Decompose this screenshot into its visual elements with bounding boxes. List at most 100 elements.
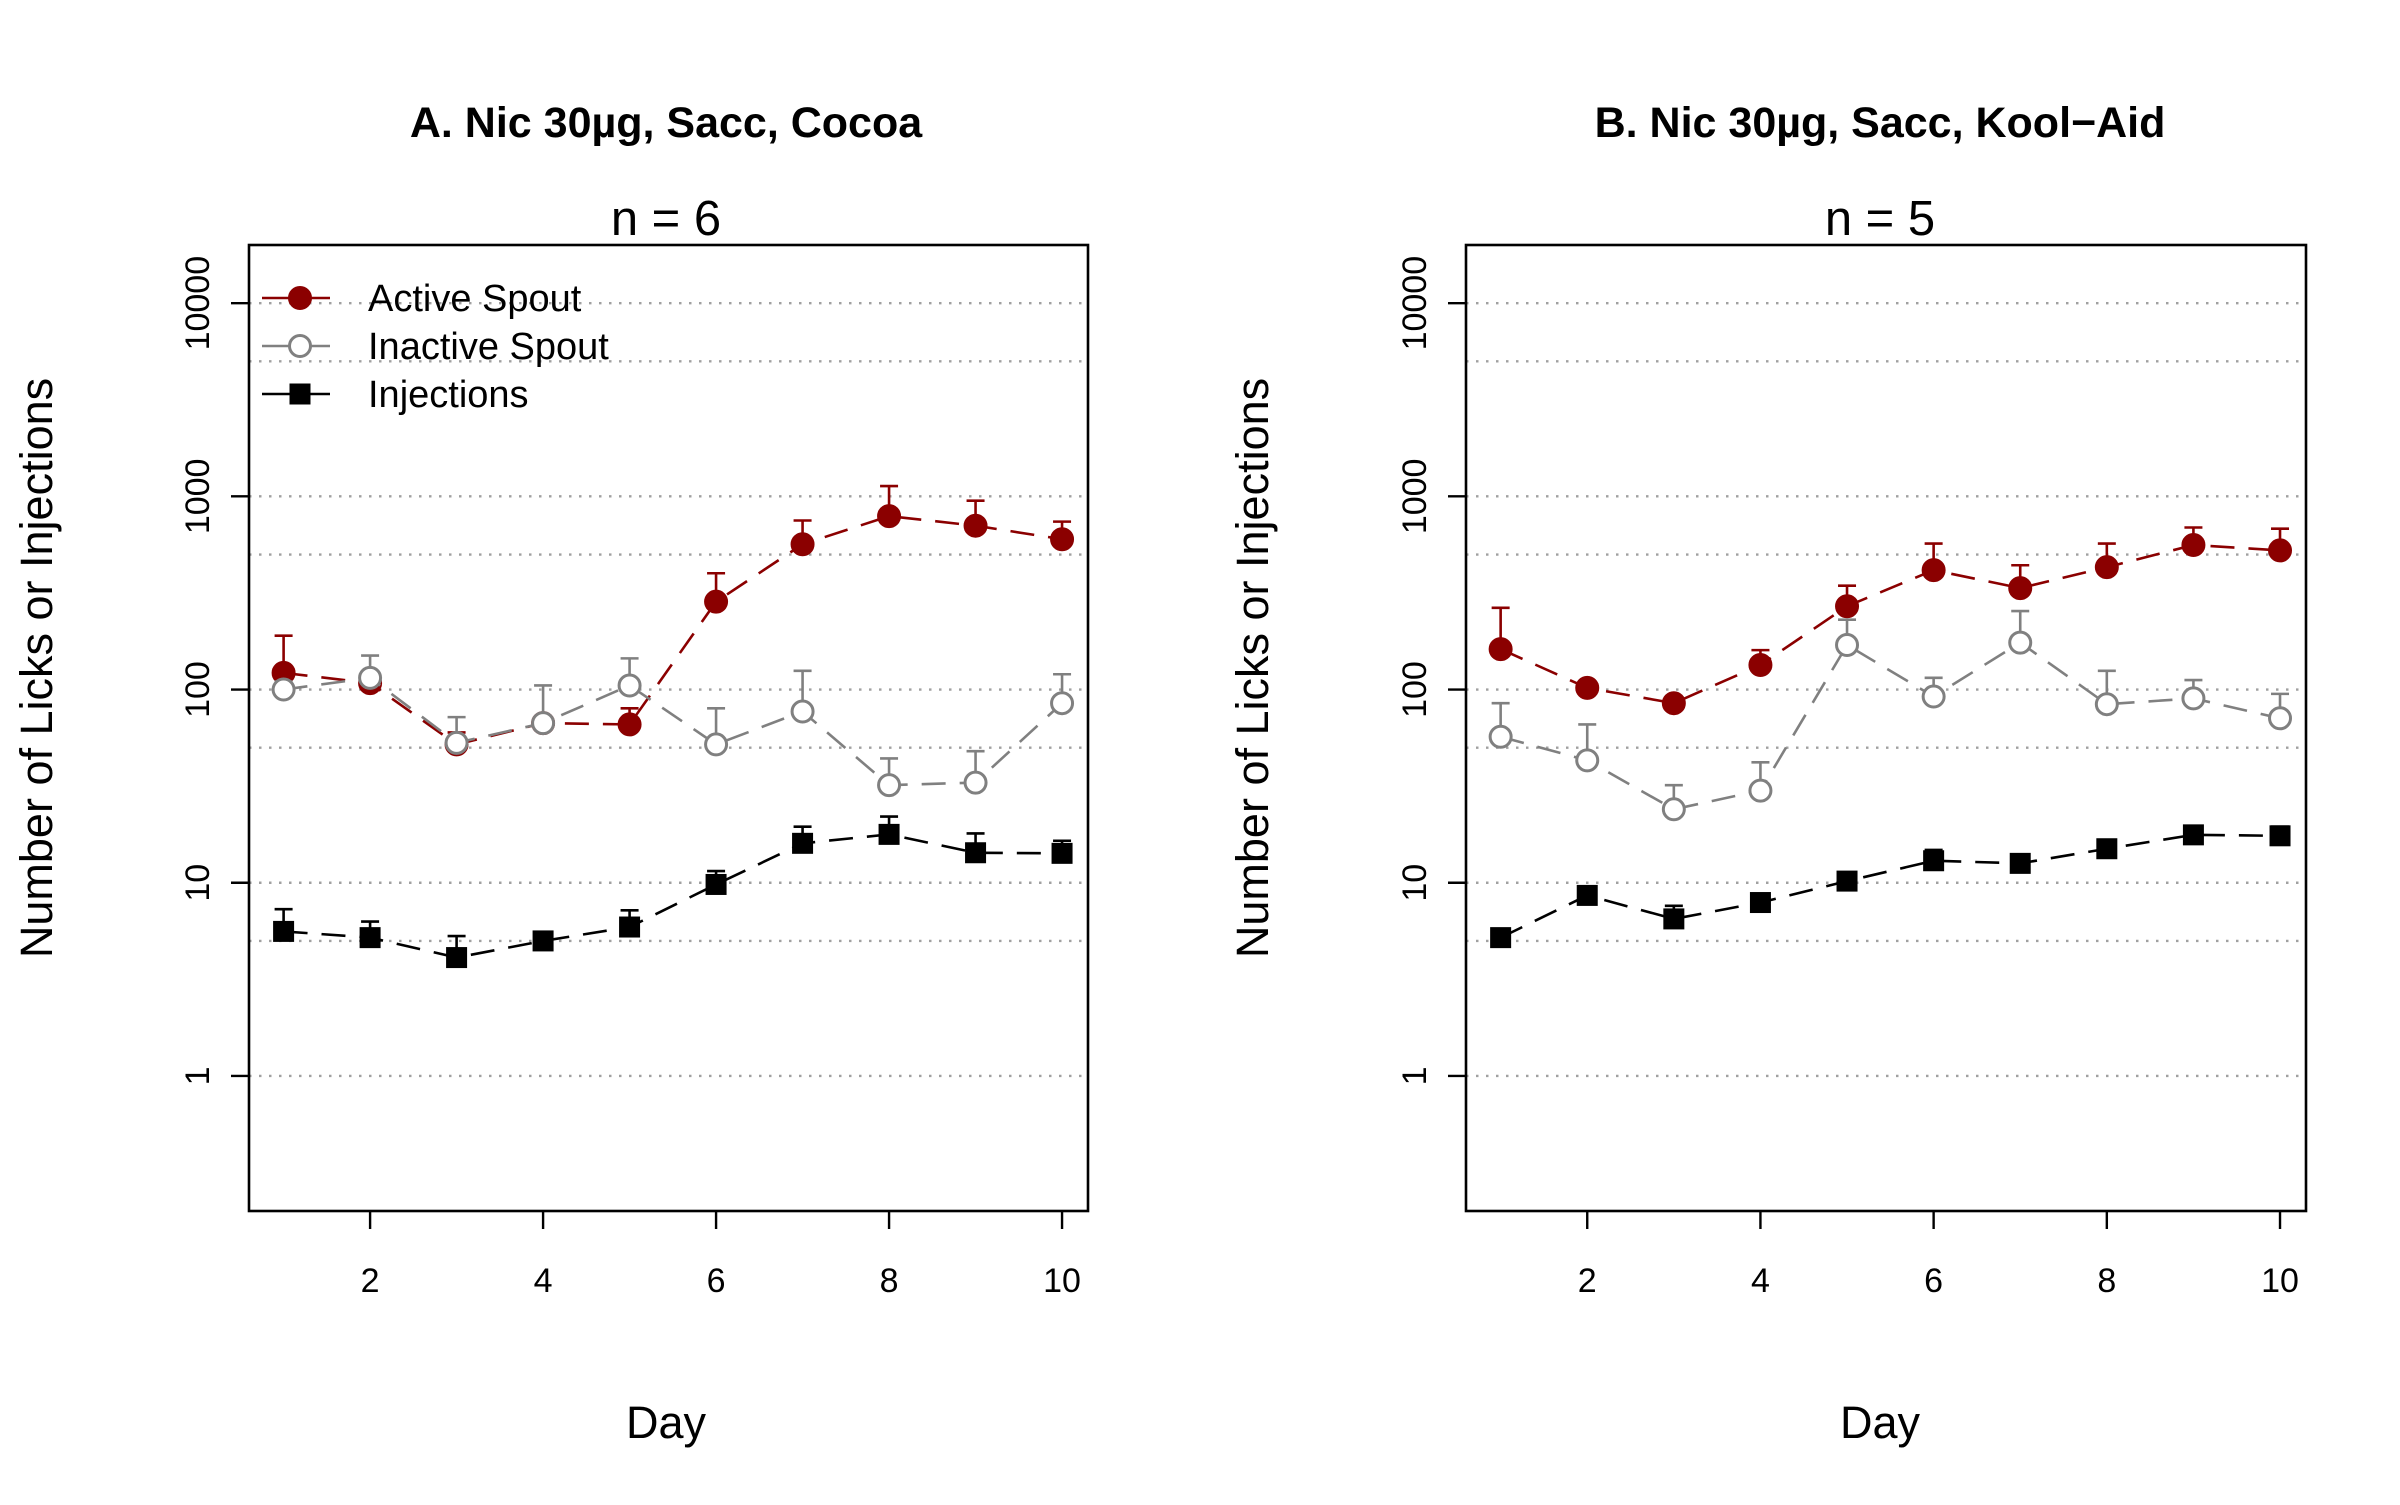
panel-b-active-point	[2268, 538, 2293, 563]
panel-b-injections-point	[1576, 884, 1598, 906]
panel-a-x-tick-label: 6	[707, 1262, 726, 1300]
panel-b-title: B. Nic 30µg, Sacc, Kool−Aid	[1595, 99, 2166, 147]
panel-b-active-point	[1575, 675, 1600, 700]
panel-a-injections-point	[359, 927, 381, 949]
panel-a-injections-point	[1051, 842, 1073, 864]
legend-entry-inactive: Inactive Spout	[262, 326, 609, 368]
panel-b-plot-area: 1 10 100 1000 10000 2 4 6 8 10	[1396, 243, 2308, 1300]
panel-a-y-tick-label: 1	[179, 1066, 217, 1085]
panel-b-active-point	[1835, 594, 1860, 619]
panel-a-injections-point	[965, 842, 987, 864]
panel-b-y-tick-label: 10	[1396, 864, 1434, 902]
panel-b-inactive-point	[1575, 748, 1600, 773]
panel-a-series-injections	[273, 815, 1073, 969]
panel-a-sample-size: n = 6	[611, 192, 721, 246]
panel-b-x-tick-label: 2	[1578, 1262, 1597, 1300]
panel-a-inactive-line	[283, 676, 1063, 787]
panel-b-inactive-point	[2181, 686, 2206, 711]
panel-b-active-point	[1488, 637, 1513, 662]
panel-b-injections-point	[2269, 825, 2291, 847]
panel-a-active-point	[963, 513, 988, 538]
panel-a-frame	[247, 243, 1090, 1213]
legend-label-inactive: Inactive Spout	[368, 326, 609, 368]
panel-b-y-tick-label: 100	[1396, 661, 1434, 718]
panel-a-injections-point	[705, 873, 727, 895]
legend-marker-inactive	[288, 334, 312, 358]
panel-b-injections-point	[1836, 870, 1858, 892]
panel-a-injections-point	[878, 823, 900, 845]
panel-b-inactive-point	[2094, 692, 2119, 717]
panel-b-series-active	[1488, 526, 2293, 716]
panel-a-y-tick-label: 10	[179, 864, 217, 902]
panel-a-inactive-point	[617, 673, 642, 698]
legend-label-active: Active Spout	[368, 278, 582, 320]
panel-a-injections-point	[446, 947, 468, 969]
panel-a-y-axis-label: Number of Licks or Injections	[11, 378, 62, 958]
panel-a-inactive-point	[1050, 691, 1075, 716]
panel-a-inactive-point	[444, 730, 469, 755]
panel-b-inactive-point	[1921, 684, 1946, 709]
panel-b-y-tick-label: 1000	[1396, 459, 1434, 535]
panel-a-active-line	[283, 514, 1063, 746]
panel-a-active-point	[790, 532, 815, 557]
panel-b-active-point	[2181, 533, 2206, 558]
panel-b-active-point	[1661, 691, 1686, 716]
panel-b-inactive-point	[2268, 706, 2293, 731]
legend: Active Spout Inactive Spout Injections	[262, 278, 609, 416]
panel-b-sample-size: n = 5	[1825, 192, 1935, 246]
panel-b-injections-point	[1490, 927, 1512, 949]
panel-b-y-tick-label: 10000	[1396, 256, 1434, 351]
panel-b-inactive-point	[2008, 630, 2033, 655]
panel-b-x-axis-label: Day	[1840, 1397, 1921, 1448]
panel-a-inactive-point	[704, 732, 729, 757]
panel-a-title: A. Nic 30µg, Sacc, Cocoa	[410, 99, 923, 147]
panel-a-inactive-point	[963, 770, 988, 795]
legend-marker-injections	[289, 383, 311, 405]
panel-b-series-injections	[1490, 824, 2291, 949]
panel-b-inactive-point	[1661, 797, 1686, 822]
panel-a-x-axis-label: Day	[626, 1397, 707, 1448]
panel-b-inactive-point	[1488, 724, 1513, 749]
legend-entry-injections: Injections	[262, 374, 529, 416]
panel-b-inactive-point	[1748, 778, 1773, 803]
panel-a-y-tick-label: 1000	[179, 459, 217, 535]
panel-a-inactive-point	[358, 665, 383, 690]
legend-marker-active	[288, 286, 312, 310]
panel-a-plot-area: 1 10 100 1000 10000 2 4 6 8 10	[179, 243, 1090, 1300]
panel-b-active-line	[1500, 543, 2281, 705]
panel-a-injections-point	[273, 920, 295, 942]
panel-a-injections-point	[532, 930, 554, 952]
panel-b-inactive-line	[1500, 641, 2281, 811]
panel-a-series-inactive	[271, 654, 1075, 798]
panel-b-active-point	[1921, 558, 1946, 583]
panel-b-injections-point	[1923, 850, 1945, 872]
panel-b-injections-point	[2009, 852, 2031, 874]
panel-a-y-tick-label: 100	[179, 661, 217, 718]
panel-b-active-point	[2008, 576, 2033, 601]
panel-a-active-point	[1050, 527, 1075, 552]
panel-a-x-tick-label: 2	[361, 1262, 380, 1300]
panel-a-inactive-point	[531, 711, 556, 736]
panel-b-x-tick-label: 10	[2261, 1262, 2299, 1300]
panel-b-series-inactive	[1488, 609, 2293, 822]
panel-b-y-axis-label: Number of Licks or Injections	[1227, 378, 1278, 958]
panel-b-injections-point	[2182, 824, 2204, 846]
panel-a-inactive-point	[790, 699, 815, 724]
legend-label-injections: Injections	[368, 374, 529, 416]
panel-a: A. Nic 30µg, Sacc, Cocoa n = 6 Number of…	[11, 99, 1090, 1448]
panel-a-injections-point	[792, 832, 814, 854]
panel-a-x-tick-label: 8	[880, 1262, 899, 1300]
panel-a-y-tick-label: 10000	[179, 256, 217, 351]
panel-b-x-tick-label: 6	[1924, 1262, 1943, 1300]
panel-b-injections-line	[1500, 833, 2281, 939]
panel-a-injections-point	[619, 916, 641, 938]
panel-a-active-point	[877, 504, 902, 529]
panel-b-active-point	[2094, 555, 2119, 580]
panel-b-injections-point	[1749, 892, 1771, 914]
panel-a-inactive-point	[877, 773, 902, 798]
panel-b: B. Nic 30µg, Sacc, Kool−Aid n = 5 Number…	[1227, 99, 2308, 1448]
legend-entry-active: Active Spout	[262, 278, 582, 320]
panel-a-x-tick-label: 4	[534, 1262, 553, 1300]
